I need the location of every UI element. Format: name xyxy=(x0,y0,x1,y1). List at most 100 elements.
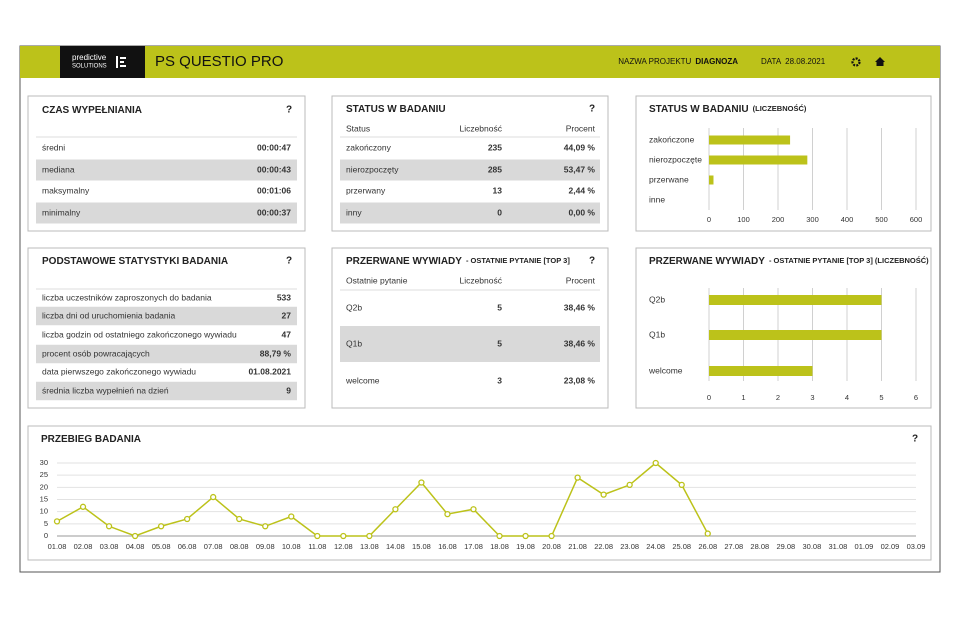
x-tick-label: 01.08 xyxy=(48,542,67,551)
x-tick-label: 100 xyxy=(737,215,750,224)
row-label: Q1b xyxy=(346,338,362,348)
cell-value: 27 xyxy=(282,310,292,320)
bar xyxy=(709,330,882,340)
x-tick-label: 07.08 xyxy=(204,542,223,551)
cell-value: 3 xyxy=(497,375,502,385)
point xyxy=(548,532,555,540)
point xyxy=(652,459,659,467)
cell-value: 235 xyxy=(488,142,502,152)
x-tick-label: 6 xyxy=(914,393,918,402)
point xyxy=(626,481,633,489)
x-tick-label: 21.08 xyxy=(568,542,587,551)
point xyxy=(210,493,217,501)
x-tick-label: 23.08 xyxy=(620,542,639,551)
x-tick-label: 0 xyxy=(707,393,711,402)
column-header: Status xyxy=(346,123,370,133)
x-tick-label: 3 xyxy=(810,393,814,402)
bar xyxy=(709,366,813,376)
point xyxy=(600,491,607,498)
cell-value: 00:00:43 xyxy=(257,164,291,174)
category-label: zakończone xyxy=(649,134,695,144)
x-tick-label: 09.08 xyxy=(256,542,275,551)
x-tick-label: 02.09 xyxy=(881,542,900,551)
panel-title: PRZERWANE WYWIADY - OSTATNIE PYTANIE [TOP… xyxy=(346,256,570,267)
panel xyxy=(27,247,306,409)
panel-title: PODSTAWOWE STATYSTYKI BADANIA xyxy=(42,256,228,267)
project-name: DIAGNOZA xyxy=(695,57,738,66)
settings-icon[interactable] xyxy=(851,57,861,67)
row-stripe xyxy=(340,326,600,362)
logo-text: SOLUTIONS xyxy=(72,64,107,70)
row-label: minimalny xyxy=(42,207,81,217)
help-icon: ? xyxy=(286,105,292,116)
panel xyxy=(27,425,932,561)
point xyxy=(522,532,529,540)
row-label: liczba godzin od ostatniego zakończonego… xyxy=(42,329,237,339)
category-label: Q1b xyxy=(649,329,665,339)
y-tick-label: 5 xyxy=(44,519,48,528)
panel-title: PRZEBIEG BADANIA xyxy=(41,434,141,445)
column-header: Liczebność xyxy=(459,275,502,285)
row-label: mediana xyxy=(42,164,75,174)
header-bar xyxy=(20,46,940,78)
x-tick-label: 10.08 xyxy=(282,542,301,551)
point xyxy=(496,532,503,540)
x-tick-label: 400 xyxy=(841,215,854,224)
x-tick-label: 30.08 xyxy=(802,542,821,551)
x-tick-label: 13.08 xyxy=(360,542,379,551)
row-stripe xyxy=(36,381,297,401)
x-tick-label: 01.09 xyxy=(855,542,874,551)
x-tick-label: 24.08 xyxy=(646,542,665,551)
help-icon: ? xyxy=(286,256,292,267)
row-stripe xyxy=(340,202,600,224)
cell-value: 5 xyxy=(497,338,502,348)
category-label: przerwane xyxy=(649,174,689,184)
point xyxy=(157,523,165,530)
panel-title: STATUS W BADANIU (LICZEBNOŚĆ) xyxy=(649,104,807,115)
panel xyxy=(635,247,932,409)
cell-value: 00:00:37 xyxy=(257,207,291,217)
cell-value: 5 xyxy=(497,302,502,312)
column-header: Procent xyxy=(566,275,596,285)
title-main: CZAS WYPEŁNIANIA xyxy=(42,105,142,116)
cell-value: 13 xyxy=(493,185,503,195)
cell-value: 533 xyxy=(277,292,291,302)
app-title: PS QUESTIO PRO xyxy=(155,53,283,70)
point xyxy=(314,532,321,540)
home-icon[interactable] xyxy=(875,57,885,66)
point xyxy=(236,515,243,523)
logo-box xyxy=(60,46,145,78)
point xyxy=(131,532,139,540)
y-tick-label: 30 xyxy=(40,458,48,467)
x-tick-label: 06.08 xyxy=(178,542,197,551)
row-label: liczba dni od uruchomienia badania xyxy=(42,310,176,320)
cell-value: 38,46 % xyxy=(564,302,596,312)
bar xyxy=(709,135,791,145)
x-tick-label: 04.08 xyxy=(126,542,145,551)
row-label: średnia liczba wypełnień na dzień xyxy=(42,385,169,395)
title-main: PRZEBIEG BADANIA xyxy=(41,434,141,445)
category-label: Q2b xyxy=(649,294,665,304)
x-tick-label: 15.08 xyxy=(412,542,431,551)
x-tick-label: 19.08 xyxy=(516,542,535,551)
x-tick-label: 2 xyxy=(776,393,780,402)
panel-title: STATUS W BADANIU xyxy=(346,104,446,115)
cell-value: 9 xyxy=(286,385,291,395)
panel-title: CZAS WYPEŁNIANIA xyxy=(42,105,142,116)
cell-value: 01.08.2021 xyxy=(248,366,291,376)
row-stripe xyxy=(36,344,297,364)
point xyxy=(53,518,61,525)
x-tick-label: 5 xyxy=(879,393,883,402)
x-tick-label: 28.08 xyxy=(750,542,769,551)
x-tick-label: 26.08 xyxy=(698,542,717,551)
project: NAZWA PROJEKTU DIAGNOZA xyxy=(618,57,738,66)
point xyxy=(105,523,113,530)
x-tick-label: 03.08 xyxy=(100,542,119,551)
x-tick-label: 12.08 xyxy=(334,542,353,551)
x-tick-label: 16.08 xyxy=(438,542,457,551)
cell-value: 0 xyxy=(497,207,502,217)
column-header: Procent xyxy=(566,123,596,133)
x-tick-label: 200 xyxy=(772,215,785,224)
point xyxy=(678,481,685,489)
